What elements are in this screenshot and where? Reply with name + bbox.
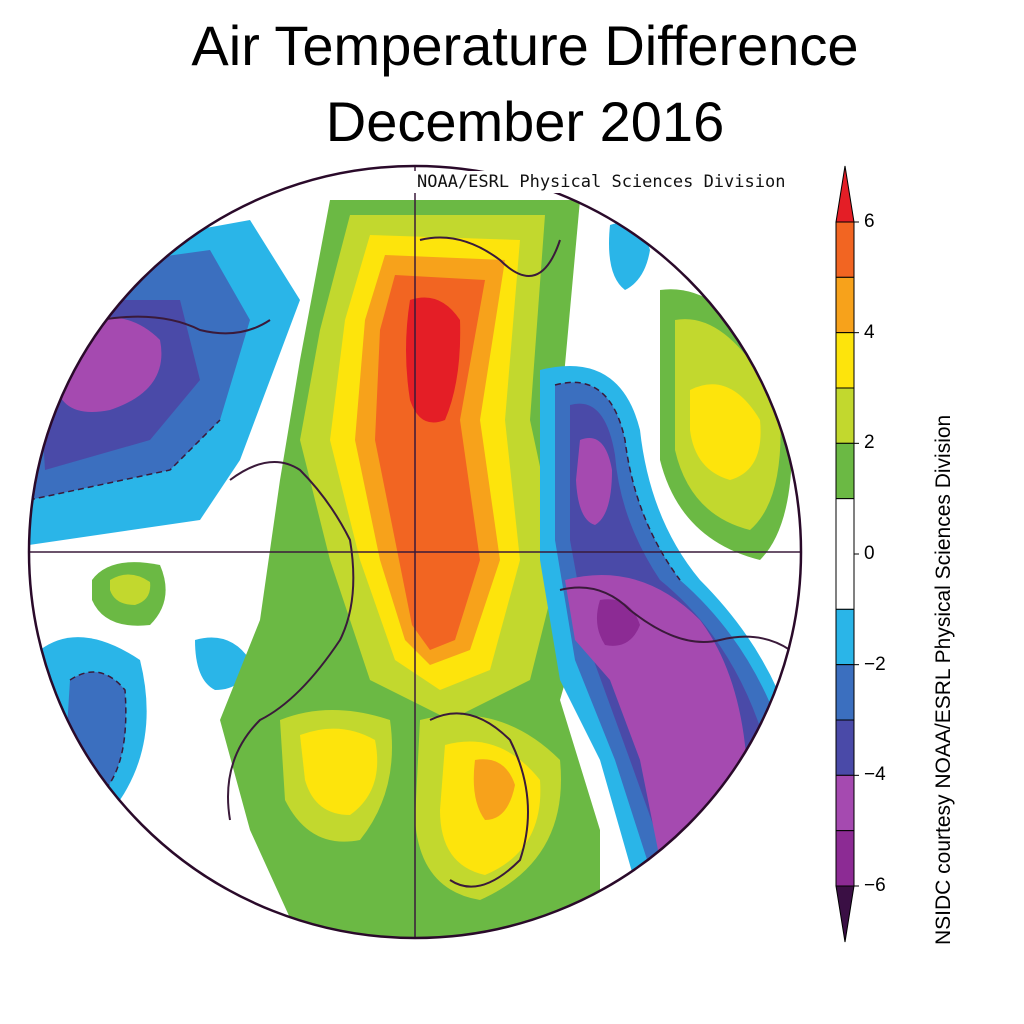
- warm-anomaly-atlantic-yellow: [300, 728, 378, 815]
- colorbar-tick-label: −4: [864, 764, 886, 786]
- colorbar-segment: [835, 885, 855, 943]
- colorbar-segment: [835, 165, 855, 223]
- colorbar-segment: [835, 664, 855, 721]
- map-border: [27, 164, 803, 940]
- colorbar-tick-label: 4: [864, 321, 875, 343]
- colorbar-tick-label: −6: [864, 875, 886, 896]
- credit-top: NOAA/ESRL Physical Sciences Division: [413, 171, 790, 193]
- colorbar-segment: [835, 442, 855, 500]
- colorbar-segment: [835, 830, 855, 887]
- warm-anomaly-central-red: [406, 297, 461, 423]
- map-graticule: [29, 166, 801, 938]
- warm-anomaly-scandinavia-orange: [473, 759, 515, 820]
- map-title-line2: December 2016: [325, 90, 725, 153]
- cold-anomaly-east-core: [596, 599, 640, 646]
- colorbar-segment: [835, 719, 855, 776]
- colorbar-segment: [835, 332, 855, 389]
- colorbar-tick-label: 0: [864, 543, 875, 564]
- colorbar-segment: [835, 387, 855, 444]
- negative-contours: [29, 381, 681, 791]
- cold-anomaly-canada-light: [195, 637, 250, 690]
- warm-anomaly-west-yellowgreen: [110, 574, 151, 605]
- cold-anomaly-east-magenta-upper: [576, 438, 612, 525]
- coastlines: [99, 236, 791, 888]
- map-title-line1: Air Temperature Difference: [191, 14, 859, 77]
- colorbar-tick-label: 2: [864, 432, 875, 454]
- credit-side: NSIDC courtesy NOAA/ESRL Physical Scienc…: [932, 414, 955, 945]
- warm-anomaly-northeast-yellow: [690, 384, 761, 480]
- colorbar-tick-label: −2: [864, 653, 886, 675]
- color-scale-bar: [835, 165, 859, 943]
- colorbar-segment: [835, 774, 855, 832]
- colorbar-segment: [835, 221, 855, 278]
- colorbar-tick-label: 6: [864, 211, 875, 232]
- colorbar-segment: [835, 498, 855, 610]
- colorbar-segment: [835, 276, 855, 334]
- colorbar-segment: [835, 608, 855, 666]
